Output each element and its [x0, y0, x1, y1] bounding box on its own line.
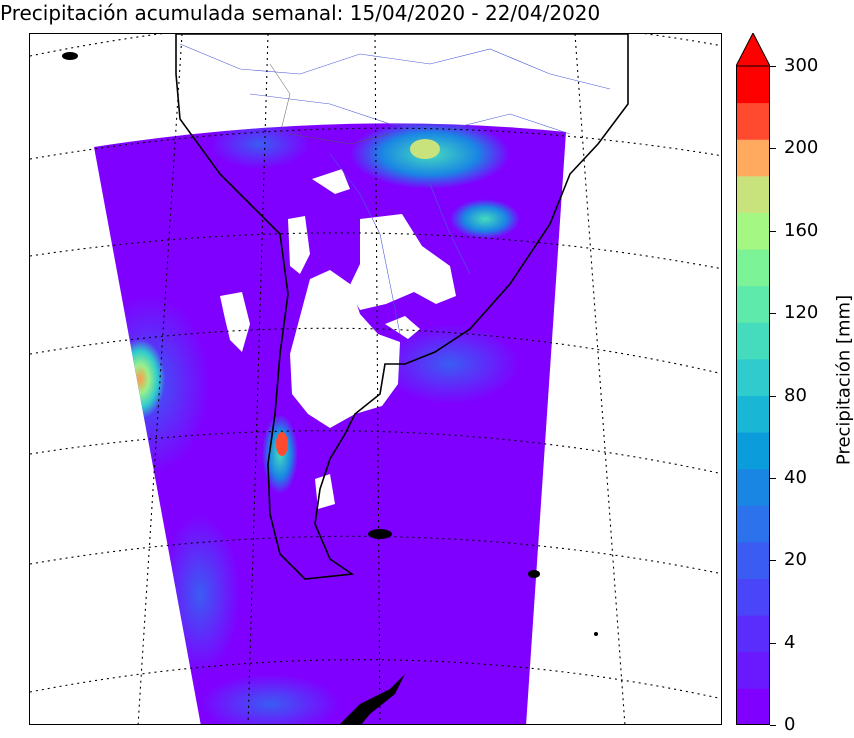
colorbar-segment — [736, 139, 770, 177]
colorbar-tick — [770, 148, 776, 150]
colorbar-segment — [736, 578, 770, 616]
colorbar-segment — [736, 468, 770, 506]
colorbar-segment — [736, 358, 770, 396]
colorbar-tick-label: 300 — [784, 55, 819, 76]
colorbar-tick — [770, 313, 776, 315]
map-title: Precipitación acumulada semanal: 15/04/2… — [0, 1, 601, 25]
colorbar-tick-label: 4 — [784, 631, 796, 653]
colorbar-segment — [736, 615, 770, 653]
colorbar-tick — [770, 395, 776, 397]
colorbar-segment — [736, 285, 770, 323]
coastline — [175, 34, 629, 580]
colorbar-ticks: 0 4 20 40 80 120 160 200 300 — [770, 0, 818, 738]
colorbar-segment — [736, 322, 770, 360]
colorbar-tick-label: 20 — [784, 549, 807, 571]
colorbar-segment — [736, 212, 770, 250]
colorbar-extend-arrow — [736, 33, 770, 67]
colorbar-tick-label: 80 — [784, 384, 807, 406]
colorbar-tick-label: 200 — [784, 137, 819, 159]
colorbar-tick — [770, 230, 776, 232]
colorbar-segment — [736, 249, 770, 287]
colorbar-tick — [770, 66, 776, 67]
colorbar-segment — [736, 651, 770, 689]
colorbar — [736, 33, 770, 725]
colorbar-tick — [770, 560, 776, 562]
colorbar-segment — [736, 541, 770, 580]
map-panel — [29, 33, 722, 725]
colorbar-tick — [770, 642, 776, 644]
colorbar-segment — [736, 505, 770, 543]
colorbar-tick-label: 160 — [784, 219, 819, 241]
graticule — [30, 34, 721, 724]
colorbar-segment — [736, 102, 770, 140]
colorbar-title: Precipitación [mm] — [833, 294, 854, 466]
colorbar-tick — [770, 477, 776, 479]
precipitation-map — [30, 34, 721, 724]
antarctic-peninsula — [340, 674, 405, 724]
colorbar-segment — [736, 66, 770, 104]
falkland-islands — [368, 529, 392, 539]
colorbar-tick — [770, 725, 776, 726]
colorbar-segment — [736, 688, 770, 725]
colorbar-segment — [736, 395, 770, 433]
colorbar-tick-label: 40 — [784, 466, 807, 488]
colorbar-segment — [736, 175, 770, 213]
colorbar-segment — [736, 432, 770, 470]
colorbar-tick-label: 0 — [784, 714, 796, 735]
colorbar-tick-label: 120 — [784, 302, 819, 324]
